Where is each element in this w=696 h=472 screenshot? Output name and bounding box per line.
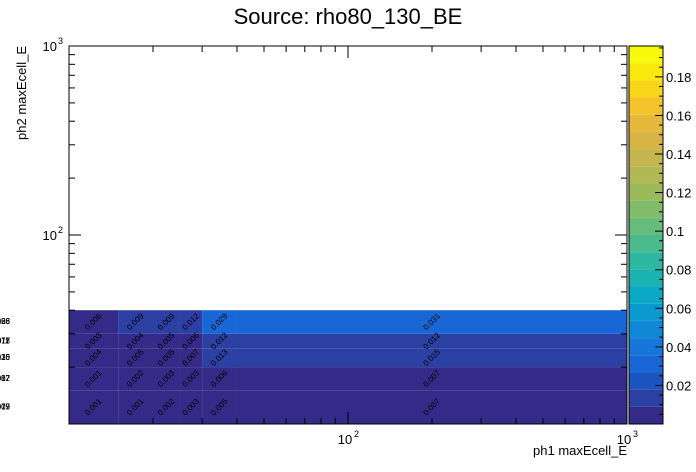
cell-value-label: 0.063: [0, 317, 11, 326]
heatmap-cell: [202, 390, 237, 424]
color-bar-tick-label: 0.12: [666, 186, 691, 201]
color-bar-segment: [629, 406, 663, 424]
cell-value-label: 0.015: [0, 402, 11, 411]
cell-value-label: 0.007: [0, 402, 11, 411]
y-axis-label: ph2 maxEcell_E: [14, 46, 29, 140]
y-tick-label-exponent: 3: [58, 36, 63, 46]
y-tick-label: 10: [43, 39, 57, 54]
color-bar-segment: [629, 355, 663, 373]
color-bar-tick-label: 0.18: [666, 70, 691, 85]
heatmap-cell: [180, 390, 203, 424]
heatmap-cell: [69, 390, 119, 424]
cell-value-label: 0.082: [0, 374, 11, 383]
color-bar-tick-label: 0.04: [666, 340, 691, 355]
x-tick-label: 10: [338, 432, 352, 447]
cell-value-label: 0.026: [0, 353, 11, 362]
heatmap-cell: [118, 367, 153, 391]
cell-value-label: 0.017: [0, 336, 11, 345]
color-bar-segment: [629, 235, 663, 253]
cell-value-label: 0.135: [0, 353, 11, 362]
y-tick-label-exponent: 2: [58, 225, 63, 235]
color-bar-segment: [629, 114, 663, 132]
heatmap-cell: [152, 390, 181, 424]
color-bar-segment: [629, 320, 663, 339]
heatmap-cell: [69, 333, 119, 349]
color-bar-segment: [629, 46, 663, 64]
chart-title: Source: rho80_130_BE: [234, 4, 463, 29]
heatmap-cell: [202, 348, 237, 368]
heatmap-cell: [180, 310, 203, 334]
heatmap-cell: [152, 367, 181, 391]
cell-value-label: 0.079: [0, 402, 11, 411]
heatmap-cell: [180, 333, 203, 349]
heatmap-cell: [152, 310, 181, 334]
heatmap-cell: [180, 367, 203, 391]
color-bar: 0.02 0.04 0.06 0.08 0.1 0.12 0.14 0.16 0.18: [628, 45, 691, 425]
x-tick-label: 10: [617, 432, 631, 447]
heatmap-cell: [236, 310, 627, 334]
heatmap-cell: [180, 348, 203, 368]
heatmap-cell: [69, 310, 119, 334]
color-bar-tick-label: 0.02: [666, 378, 691, 393]
color-bar-segment: [629, 183, 663, 201]
color-bar-segment: [629, 131, 663, 150]
axis-ticks: 10 2 10 310 210 3: [43, 36, 638, 447]
heatmap-cell: [202, 333, 237, 349]
cell-value-label: 0.028: [0, 317, 11, 326]
cell-value-label: 0.010: [0, 353, 11, 362]
heatmap-cell: [202, 310, 237, 334]
color-bar-segment: [629, 286, 663, 304]
heatmap-cell: [236, 333, 627, 349]
y-tick-label: 10: [43, 228, 57, 243]
color-bar-segment: [629, 217, 663, 235]
cell-value-label: 0.011: [0, 336, 10, 345]
color-bar-segment: [629, 166, 663, 184]
cell-value-label: 0.007: [0, 374, 11, 383]
color-bar-segment: [629, 372, 663, 390]
color-bar-segment: [629, 252, 663, 270]
heatmap-cell: [202, 367, 237, 391]
color-bar-tick-label: 0.08: [666, 263, 691, 278]
color-bar-tick-label: 0.16: [666, 108, 691, 123]
x-tick-label-exponent: 3: [633, 429, 638, 439]
cell-value-label: 0.017: [0, 374, 11, 383]
color-bar-segment: [629, 97, 663, 115]
color-bar-segment: [629, 269, 663, 287]
heatmap-cell: [236, 367, 627, 391]
heatmap-cell: [152, 348, 181, 368]
color-bar-tick-label: 0.1: [666, 224, 684, 239]
heatmap-cell: [69, 348, 119, 368]
color-bar-segment: [629, 303, 663, 321]
color-bar-segment: [629, 389, 663, 407]
heatmap-cell: [118, 348, 153, 368]
heatmap-cell: [118, 390, 153, 424]
color-bar-segment: [629, 63, 663, 81]
color-bar-tick-label: 0.06: [666, 301, 691, 316]
heatmap-cell: [118, 333, 153, 349]
color-bar-segment: [629, 149, 663, 167]
cell-value-label: 0.196: [0, 317, 11, 326]
x-axis-label: ph1 maxEcell_E: [533, 443, 627, 458]
color-bar-segment: [629, 338, 663, 356]
color-bar-segment: [629, 80, 663, 98]
color-bar-tick-label: 0.14: [666, 147, 691, 162]
color-bar-segment: [629, 200, 663, 218]
heatmap-cell: [152, 333, 181, 349]
heatmap-cell: [69, 367, 119, 391]
cell-value-label: 0.078: [0, 336, 11, 345]
color-bar-frame: [628, 45, 664, 425]
x-tick-label-exponent: 2: [354, 429, 359, 439]
heatmap-cells: [69, 310, 627, 424]
heatmap-cell: [118, 310, 153, 334]
heatmap-cell: [236, 348, 627, 368]
